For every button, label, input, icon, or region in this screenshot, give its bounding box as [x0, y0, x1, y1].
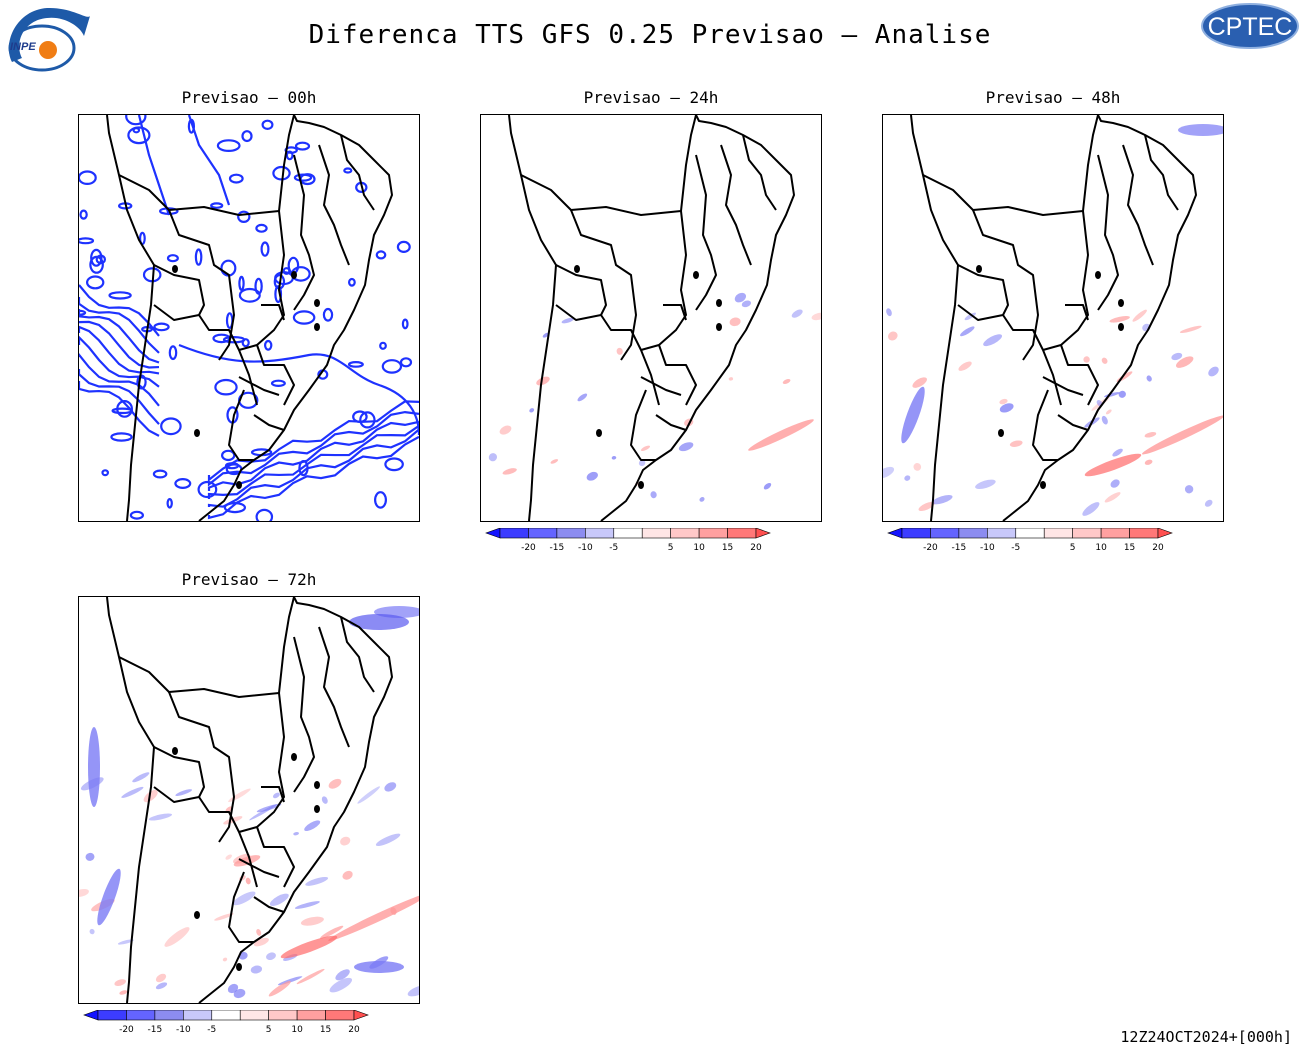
colorbar-tick-label: -20 [119, 1025, 134, 1035]
map-panel-72h [78, 596, 420, 1004]
colorbar-tick-label: 5 [1070, 543, 1076, 553]
colorbar-tick-label: -10 [176, 1025, 191, 1035]
cptec-logo-text: CPTEC [1208, 13, 1293, 41]
page-title: Diferenca TTS GFS 0.25 Previsao — Analis… [308, 20, 992, 50]
colorbar-tick-label: -5 [609, 543, 618, 553]
colorbar-tick-label: -15 [148, 1025, 163, 1035]
colorbar-tick-label: 5 [668, 543, 674, 553]
colorbar-tick-label: -10 [578, 543, 593, 553]
inpe-logo-text: INPE [10, 41, 36, 53]
colorbar-tick-label: 20 [348, 1025, 360, 1035]
colorbar-tick-label: 10 [1095, 543, 1107, 553]
colorbar-tick-label: 20 [750, 543, 762, 553]
colorbar-tick-label: 10 [693, 543, 705, 553]
colorbar-tick-label: -15 [952, 543, 967, 553]
panel-title-48h: Previsao — 48h [985, 88, 1121, 107]
colorbar-tick-label: 15 [1124, 543, 1135, 553]
colorbar-tick-label: -15 [550, 543, 565, 553]
colorbar-tick-label: -20 [923, 543, 938, 553]
colorbar-tick-label: 15 [722, 543, 733, 553]
panel-title-72h: Previsao — 72h [181, 570, 317, 589]
colorbar-tick-label: 20 [1152, 543, 1164, 553]
colorbar-tick-label: -5 [207, 1025, 216, 1035]
colorbar-24h: -20 -15 -10 -5 5 10 15 20 [484, 527, 784, 554]
valid-time-label: 12Z24OCT2024+[000h] [1120, 1028, 1292, 1046]
colorbar-tick-label: 10 [291, 1025, 303, 1035]
map-panel-24h [480, 114, 822, 522]
cptec-logo: CPTEC [1200, 2, 1300, 50]
map-48h [883, 115, 1223, 521]
colorbar-tick-label: 15 [320, 1025, 331, 1035]
colorbar-tick-label: 5 [266, 1025, 272, 1035]
panel-title-24h: Previsao — 24h [583, 88, 719, 107]
map-panel-00h [78, 114, 420, 522]
colorbar-48h: -20 -15 -10 -5 5 10 15 20 [886, 527, 1186, 554]
colorbar-tick-label: -5 [1011, 543, 1020, 553]
panel-title-00h: Previsao — 00h [181, 88, 317, 107]
colorbar-tick-label: -10 [980, 543, 995, 553]
map-00h [79, 115, 419, 521]
colorbar-72h: -20 -15 -10 -5 5 10 15 20 [82, 1009, 382, 1036]
inpe-logo: INPE [2, 2, 94, 82]
map-72h [79, 597, 419, 1003]
map-24h [488, 115, 821, 521]
colorbar-tick-label: -20 [521, 543, 536, 553]
map-panel-48h [882, 114, 1224, 522]
